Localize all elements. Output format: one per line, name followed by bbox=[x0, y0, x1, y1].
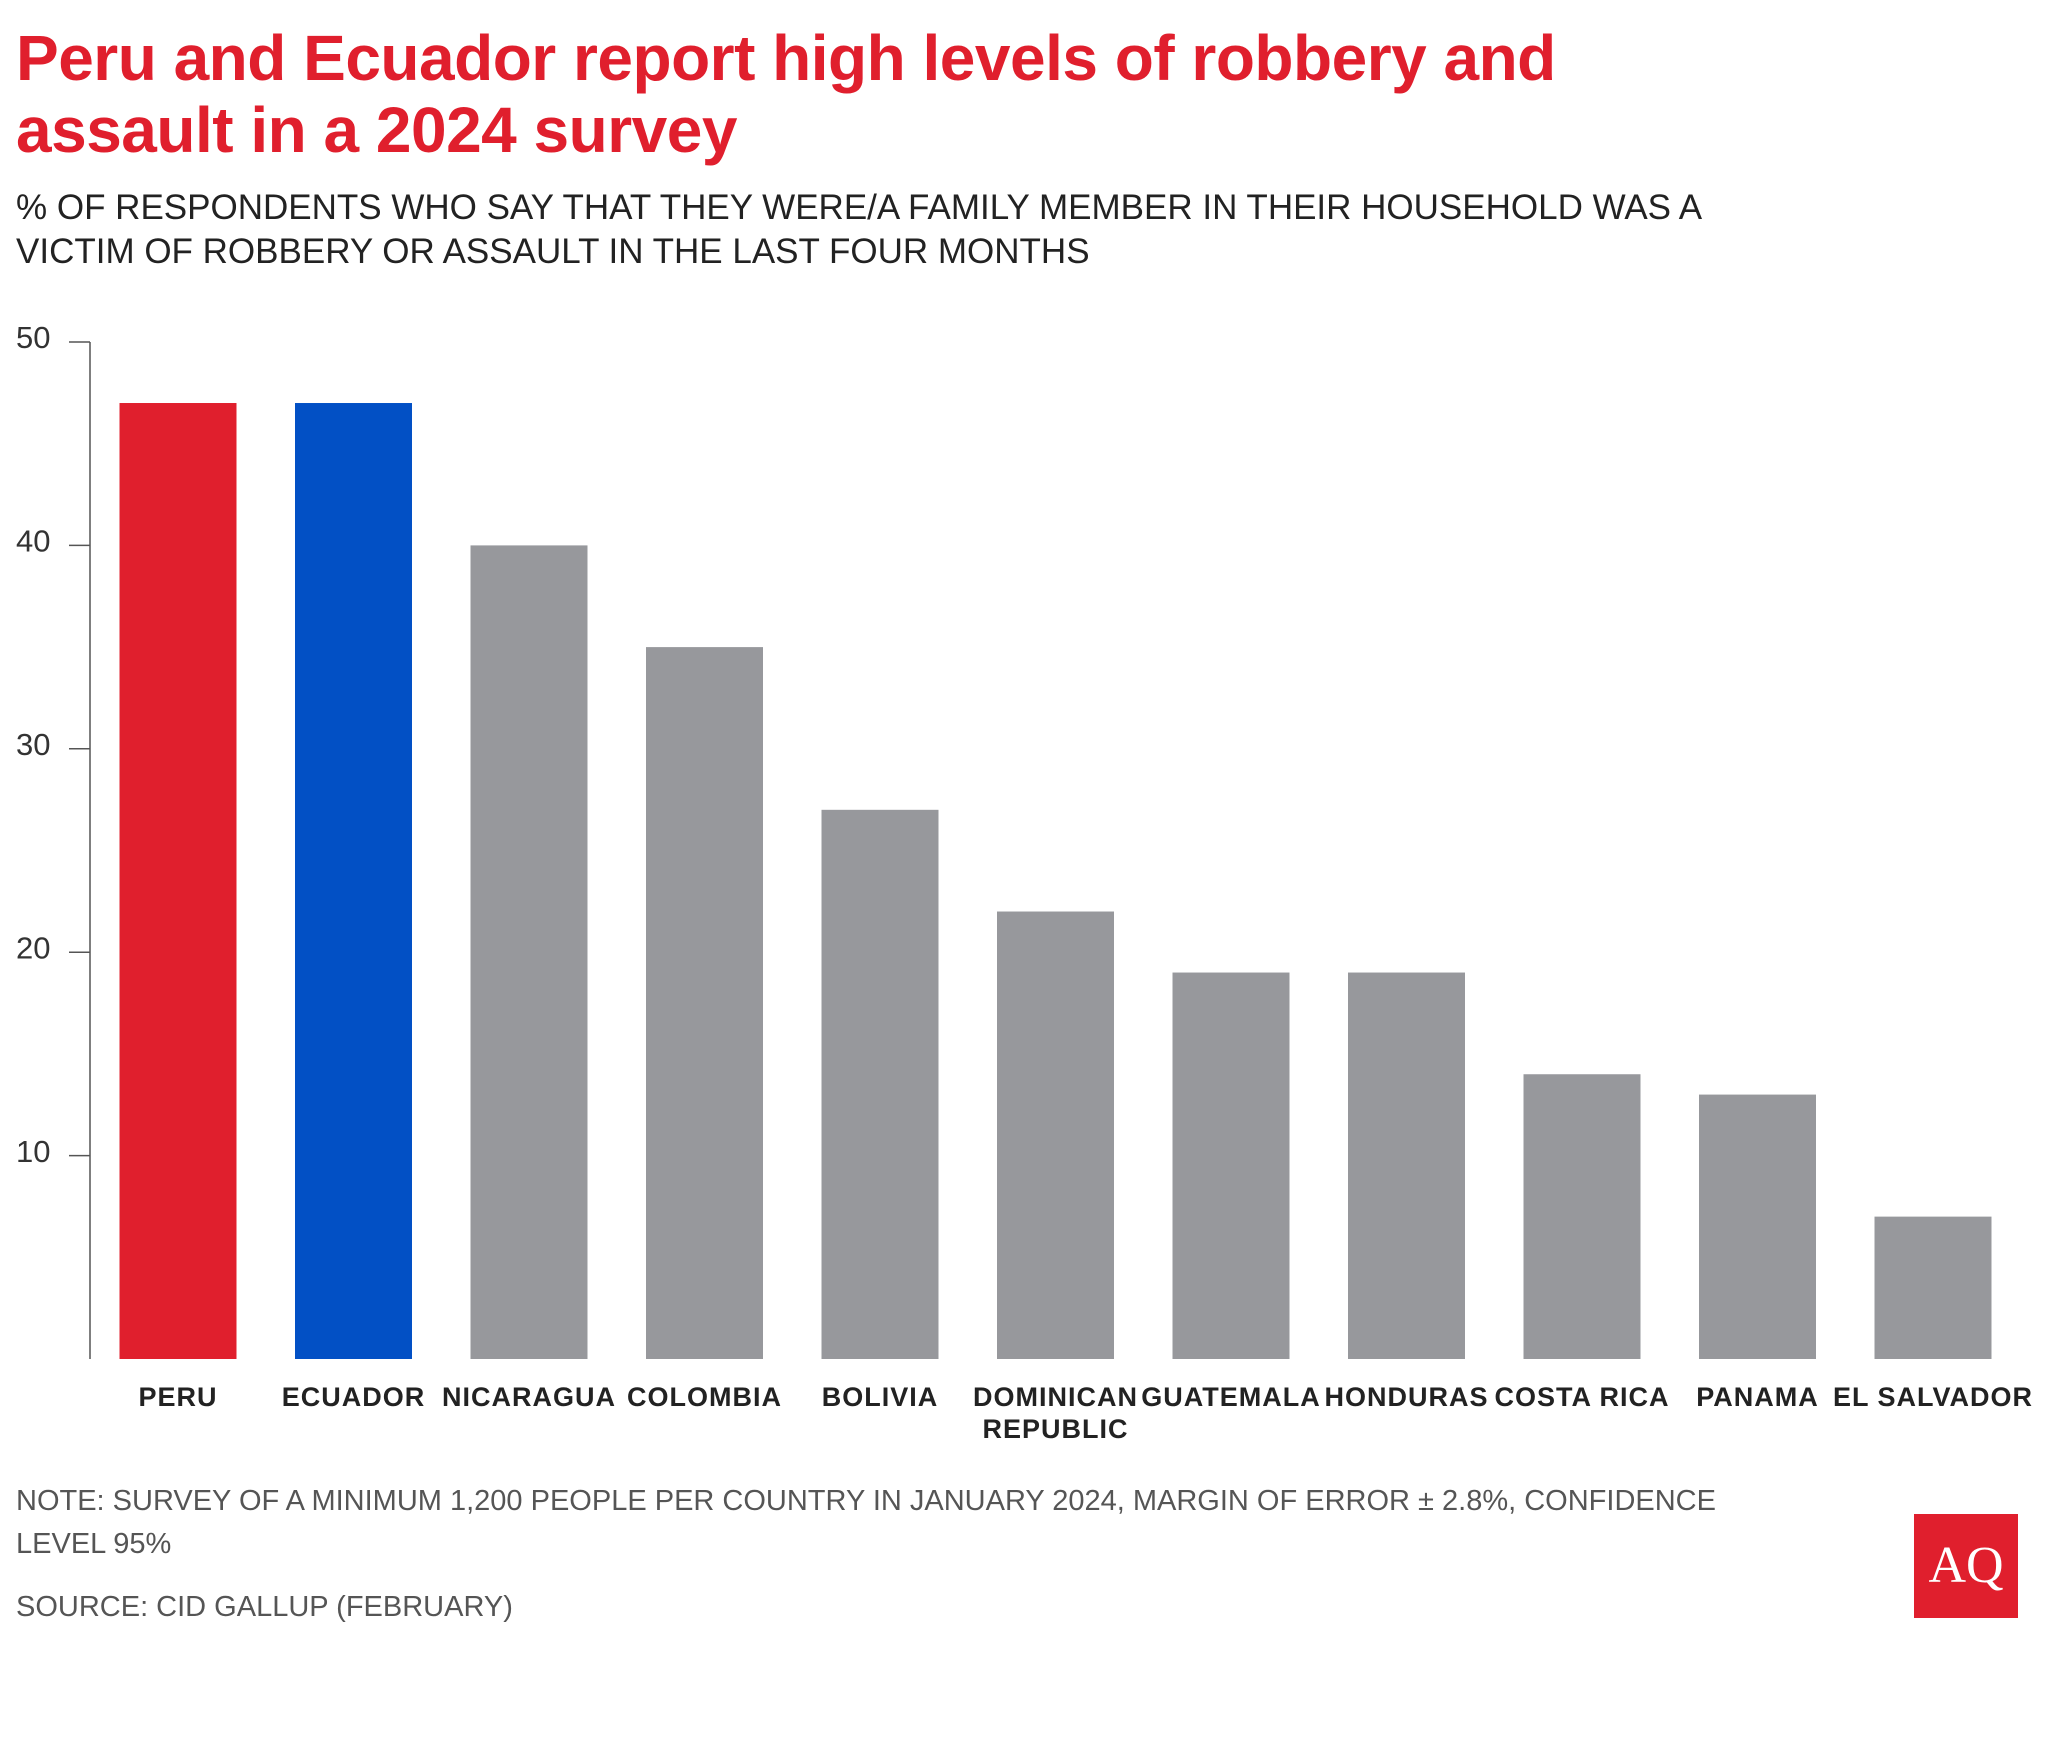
bar bbox=[1172, 972, 1290, 1359]
bar bbox=[646, 647, 763, 1359]
x-tick-label: GUATEMALA bbox=[1141, 1382, 1320, 1412]
x-tick-label: COSTA RICA bbox=[1495, 1382, 1670, 1412]
x-tick-label: PERU bbox=[138, 1382, 217, 1412]
bar bbox=[295, 403, 412, 1359]
bar bbox=[821, 809, 939, 1359]
source: SOURCE: CID GALLUP (FEBRUARY) bbox=[16, 1591, 513, 1623]
y-tick-label: 50 bbox=[16, 320, 50, 355]
bar bbox=[1874, 1216, 1992, 1359]
x-tick-label: DOMINICAN REPUBLIC bbox=[973, 1382, 1138, 1444]
note: NOTE: SURVEY OF A MINIMUM 1,200 PEOPLE P… bbox=[16, 1485, 1716, 1560]
y-tick-label: 10 bbox=[16, 1134, 50, 1169]
y-tick-label: 20 bbox=[16, 930, 50, 965]
bar bbox=[1699, 1094, 1816, 1359]
chart-title: Peru and Ecuador report high levels of r… bbox=[16, 22, 1556, 166]
logo: AQ bbox=[1914, 1514, 2018, 1618]
x-tick-label: BOLIVIA bbox=[822, 1382, 939, 1412]
bar bbox=[1348, 972, 1465, 1359]
x-tick-label: NICARAGUA bbox=[442, 1382, 616, 1412]
y-tick-label: 30 bbox=[16, 727, 50, 762]
x-tick-label: ECUADOR bbox=[282, 1382, 426, 1412]
bar bbox=[470, 545, 588, 1359]
x-tick-label: HONDURAS bbox=[1324, 1382, 1488, 1412]
bar bbox=[997, 911, 1114, 1359]
x-tick-label: COLOMBIA bbox=[627, 1382, 782, 1412]
bar bbox=[1523, 1074, 1641, 1359]
chart: 10 20 30 40 50 PERU ECUADOR NICARAGUA COLOMBIA BO… bbox=[16, 320, 2033, 1444]
bar bbox=[119, 403, 237, 1359]
x-tick-label: PANAMA bbox=[1696, 1382, 1819, 1412]
y-tick-label: 40 bbox=[16, 524, 50, 559]
chart-subtitle: % OF RESPONDENTS WHO SAY THAT THEY WERE/… bbox=[16, 188, 1701, 271]
x-tick-label: EL SALVADOR bbox=[1833, 1382, 2033, 1412]
